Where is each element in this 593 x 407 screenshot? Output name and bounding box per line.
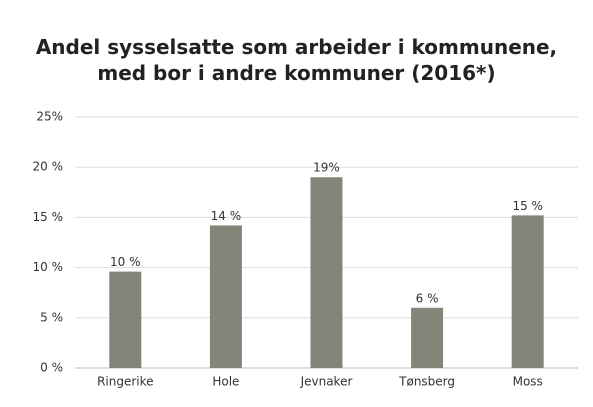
y-tick-label: 15 % [33,210,64,224]
y-tick-label: 25% [36,110,63,124]
value-label: 10 % [110,255,141,269]
chart-title: Andel sysselsatte som arbeider i kommune… [35,35,558,85]
value-label: 6 % [416,291,439,305]
bar [109,271,142,368]
y-tick-label: 0 % [40,361,63,375]
bar [411,307,444,368]
value-label: 19% [313,161,340,175]
y-tick-label: 20 % [33,160,64,174]
x-tick-label: Ringerike [97,375,153,389]
bar [209,225,242,368]
y-tick-label: 5 % [40,310,63,324]
value-label: 15 % [512,199,543,213]
bar [310,177,343,368]
x-tick-label: Tønsberg [398,375,455,389]
value-label: 14 % [211,209,242,223]
bar [511,215,544,368]
y-tick-label: 10 % [33,260,64,274]
x-tick-label: Jevnaker [300,375,353,389]
x-tick-label: Hole [212,375,239,389]
x-tick-label: Moss [513,375,543,389]
